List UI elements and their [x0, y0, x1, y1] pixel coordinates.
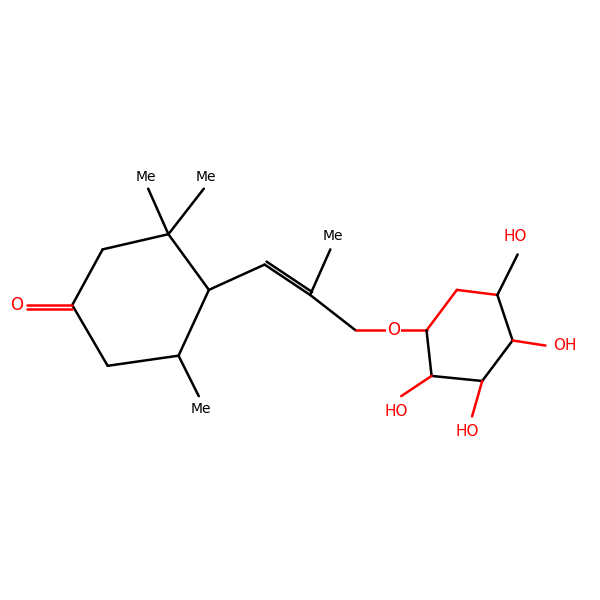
Text: O: O: [387, 322, 400, 340]
Text: HO: HO: [503, 229, 527, 244]
Text: Me: Me: [191, 402, 212, 416]
Text: Me: Me: [323, 229, 343, 244]
Text: Me: Me: [196, 170, 217, 184]
Text: OH: OH: [553, 338, 577, 353]
Text: O: O: [10, 296, 23, 314]
Text: HO: HO: [385, 404, 408, 419]
Text: Me: Me: [136, 170, 156, 184]
Text: HO: HO: [455, 424, 479, 439]
